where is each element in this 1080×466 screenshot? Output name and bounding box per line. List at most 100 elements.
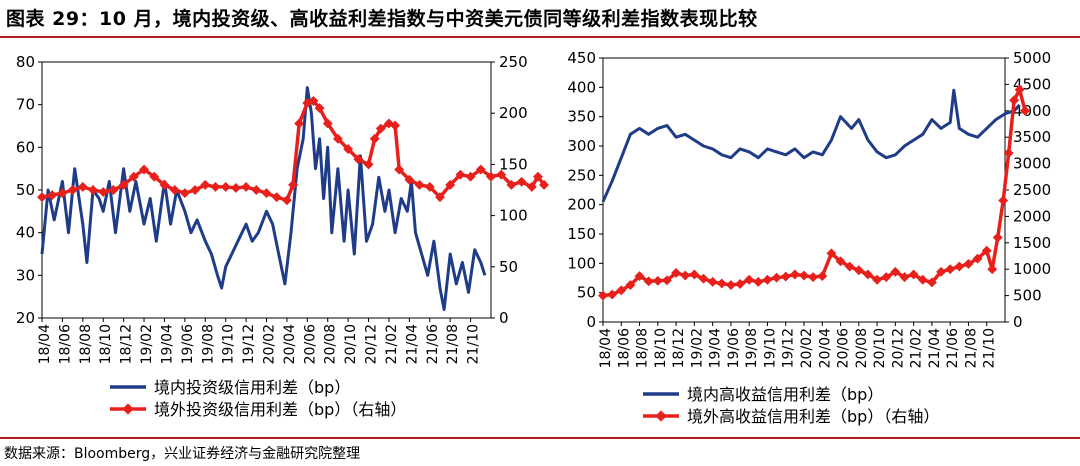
x-axis-tick-label: 19/02 <box>689 328 705 368</box>
x-axis-tick-label: 20/04 <box>282 324 298 364</box>
x-axis-tick-label: 19/06 <box>180 324 196 364</box>
x-axis-tick-label: 20/06 <box>302 324 318 364</box>
left-axis-tick-label: 350 <box>567 108 596 126</box>
legend-marker <box>655 410 667 422</box>
plot-frame <box>602 57 1006 323</box>
series-marker <box>936 266 946 277</box>
series-marker <box>77 181 88 192</box>
series-marker <box>526 181 537 192</box>
x-axis-tick-label: 20/10 <box>343 324 359 364</box>
series-marker <box>230 183 241 193</box>
x-axis-tick-label: 20/02 <box>799 328 815 368</box>
series-marker <box>414 179 425 190</box>
left-axis-tick-label: 80 <box>16 53 35 71</box>
x-axis-tick-label: 19/08 <box>744 328 760 368</box>
series-marker <box>954 261 965 272</box>
series-marker <box>210 181 221 192</box>
series-marker <box>616 285 627 296</box>
series-marker <box>987 264 998 275</box>
series-marker <box>716 278 727 289</box>
series-marker <box>332 133 343 144</box>
series-marker <box>652 275 663 286</box>
series-marker <box>465 171 476 182</box>
series-marker <box>424 181 435 192</box>
series-marker <box>251 185 262 195</box>
series-marker <box>169 185 180 195</box>
x-axis-tick-label: 18/10 <box>98 324 114 364</box>
x-axis-tick-label: 19/04 <box>708 328 724 368</box>
right-axis-tick-label: 150 <box>499 155 528 173</box>
series-marker <box>725 280 736 290</box>
right-axis-tick-label: 500 <box>1013 287 1042 305</box>
x-axis-tick-label: 20/12 <box>364 324 380 364</box>
left-axis-tick-label: 0 <box>586 313 596 331</box>
x-axis-tick-label: 21/02 <box>384 324 400 364</box>
right-axis-tick-label: 3000 <box>1013 155 1051 173</box>
series-marker <box>771 272 782 283</box>
right-axis-tick-label: 50 <box>499 258 518 276</box>
series-marker <box>98 187 109 197</box>
left-axis-tick-label: 150 <box>567 225 596 243</box>
x-axis-tick-label: 21/04 <box>404 324 420 364</box>
x-axis-tick-label: 18/06 <box>57 324 73 364</box>
x-axis-tick-label: 21/02 <box>909 328 925 368</box>
left-axis-tick-label: 70 <box>16 96 35 114</box>
right-axis-tick-label: 0 <box>499 309 509 327</box>
right-axis-tick-label: 200 <box>499 104 528 122</box>
series-line <box>40 86 487 311</box>
left-axis-tick-label: 250 <box>567 166 596 184</box>
series-marker <box>625 280 636 290</box>
left-axis-tick-label: 450 <box>567 49 596 67</box>
x-axis-tick-label: 20/04 <box>817 328 833 368</box>
series-marker <box>159 179 170 190</box>
source-note: 数据来源：Bloomberg，兴业证券经济与金融研究院整理 <box>4 446 361 462</box>
left-axis-tick-label: 400 <box>567 78 596 96</box>
x-axis-tick-label: 21/04 <box>927 328 943 368</box>
series-marker <box>972 253 983 264</box>
series-marker <box>261 188 272 199</box>
series-marker <box>486 171 496 182</box>
series-marker <box>539 179 550 190</box>
series-marker <box>789 269 800 280</box>
right-axis-tick-label: 5000 <box>1013 49 1051 67</box>
x-axis-tick-label: 21/10 <box>982 328 998 368</box>
right-axis-tick-label: 250 <box>499 53 528 71</box>
series-marker <box>241 181 252 192</box>
series-marker <box>753 276 764 287</box>
left-axis-tick-label: 300 <box>567 137 596 155</box>
series-marker <box>67 185 78 195</box>
series-marker <box>445 179 456 190</box>
series-marker <box>881 272 892 283</box>
x-axis-tick-label: 21/10 <box>466 324 482 364</box>
left-axis-tick-label: 100 <box>567 254 596 272</box>
series-marker <box>744 274 755 285</box>
series-marker <box>799 270 809 281</box>
x-axis-tick-label: 21/06 <box>425 324 441 364</box>
x-axis-tick-label: 19/04 <box>159 324 175 364</box>
series-marker <box>369 133 380 144</box>
series-marker <box>496 169 507 180</box>
series-marker <box>435 192 445 203</box>
series-marker <box>863 269 873 280</box>
series-marker <box>1014 84 1025 95</box>
series-marker <box>353 154 364 165</box>
series-marker <box>662 275 672 286</box>
x-axis-tick-label: 20/02 <box>262 324 278 364</box>
x-axis-tick-label: 19/12 <box>241 324 257 364</box>
series-marker <box>634 271 645 282</box>
right-axis-tick-label: 1500 <box>1013 234 1051 252</box>
series-marker <box>998 195 1009 206</box>
x-axis-tick-label: 21/08 <box>963 328 979 368</box>
series-marker <box>108 185 119 195</box>
series-marker <box>190 185 201 195</box>
series-marker <box>735 279 745 289</box>
x-axis-tick-label: 19/10 <box>221 324 237 364</box>
series-marker <box>475 164 486 175</box>
series-marker <box>762 274 773 285</box>
right-axis-tick-label: 2000 <box>1013 207 1051 225</box>
series-marker <box>139 164 149 175</box>
chart-investment-grade: 20 30 40 50 60 70 80 0 50 100 150 200 250 18/04 18/06 1… <box>16 53 550 419</box>
x-axis-tick-label: 21/06 <box>945 328 961 368</box>
series-marker <box>118 179 129 190</box>
right-axis-tick-label: 100 <box>499 207 528 225</box>
